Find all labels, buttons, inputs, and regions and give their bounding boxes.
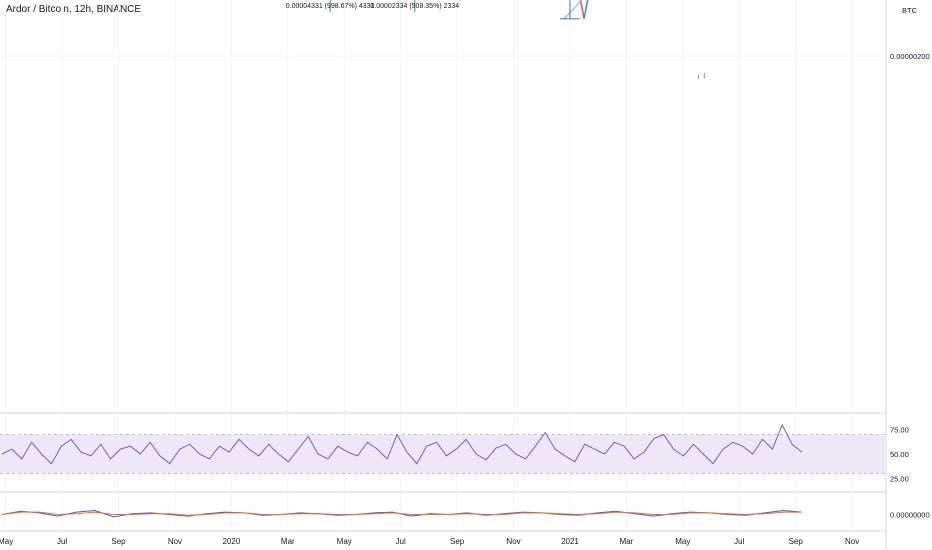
time-tick-label: May	[337, 537, 352, 546]
measure-label: 0.00004331 (998.67%) 4331	[286, 3, 375, 10]
rsi-tick-label: 75.00	[890, 426, 909, 435]
time-tick-label: 2020	[222, 537, 240, 546]
rsi-tick-label: 25.00	[890, 474, 909, 483]
time-tick-label: 2021	[561, 537, 579, 546]
time-tick-label: Mar	[281, 537, 295, 546]
rsi-band	[0, 434, 886, 474]
time-tick-label: Jul	[396, 537, 406, 546]
fib-level-label: 1	[703, 73, 707, 80]
chart-title: Ardor / Bitcoin, 12h, BINANCE	[6, 4, 142, 15]
measure-label: 0.00002334 (508.35%) 2334	[370, 3, 459, 10]
time-tick-label: Sep	[450, 537, 465, 546]
price-segment	[579, 0, 585, 19]
time-tick-label: Nov	[845, 537, 859, 546]
time-tick-label: May	[0, 537, 13, 546]
time-tick-label: May	[675, 537, 690, 546]
time-tick-label: Sep	[789, 537, 804, 546]
price-tick-label: 0.00000200	[890, 52, 930, 61]
time-tick-label: Nov	[506, 537, 520, 546]
rsi-line	[1, 423, 803, 465]
time-tick-label: Mar	[620, 537, 634, 546]
time-tick-label: Sep	[111, 537, 126, 546]
price-segment	[583, 0, 589, 19]
macd-tick-label: 0.00000000	[890, 511, 930, 520]
trend-line[interactable]	[563, 0, 773, 20]
time-tick-label: Jul	[57, 537, 67, 546]
time-tick-label: Jul	[734, 537, 744, 546]
macd-signal-line	[1, 511, 802, 516]
rsi-tick-label: 50.00	[890, 450, 909, 459]
time-tick-label: Nov	[168, 537, 182, 546]
currency-label: BTC	[902, 6, 918, 15]
